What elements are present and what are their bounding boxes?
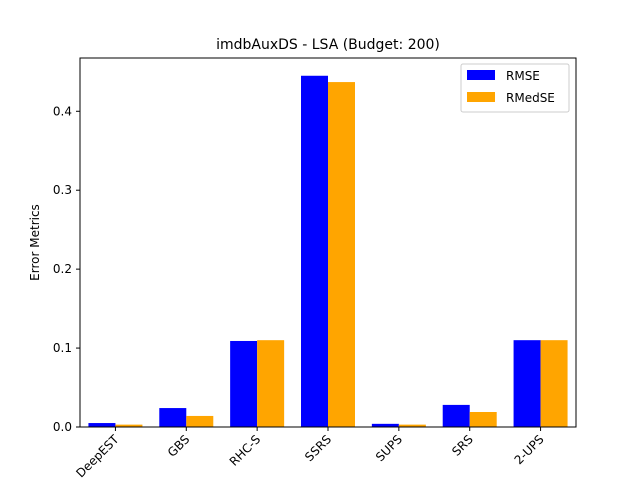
y-tick-label: 0.4	[53, 104, 72, 118]
legend-label-rmedse: RMedSE	[506, 91, 555, 105]
bar-rmse-ssrs	[301, 75, 328, 427]
bar-rmedse-srs	[469, 412, 497, 427]
bar-rmse-deepest	[88, 423, 116, 427]
bar-rmedse-ssrs	[328, 82, 355, 427]
y-tick-label: 0.2	[53, 262, 72, 276]
y-axis-label: Error Metrics	[28, 204, 42, 281]
bar-rmse-rhc-s	[230, 340, 258, 427]
bars-group	[88, 75, 568, 427]
y-ticks-group: 0.0 0.1 0.2 0.3 0.4	[53, 104, 80, 434]
chart-title: imdbAuxDS - LSA (Budget: 200)	[216, 37, 440, 53]
bar-rmedse-gbs	[186, 415, 214, 427]
legend-swatch-rmedse	[467, 92, 495, 102]
plot-frame	[79, 57, 577, 428]
bar-rmse-2-ups	[513, 340, 541, 427]
legend-label-rmse: RMSE	[506, 69, 540, 83]
legend-swatch-rmse	[467, 70, 495, 80]
legend: RMSE RMedSE	[460, 63, 570, 113]
bar-rmse-sups	[371, 423, 399, 427]
bar-rmse-gbs	[159, 408, 187, 427]
y-tick-label: 0.1	[53, 341, 72, 355]
bar-rmse-srs	[442, 404, 470, 427]
y-tick-label: 0.3	[53, 183, 72, 197]
bar-rmedse-rhc-s	[257, 340, 285, 427]
bar-rmedse-2-ups	[540, 340, 568, 427]
bar-rmedse-deepest	[115, 424, 143, 427]
bar-rmedse-sups	[398, 424, 426, 427]
y-tick-label: 0.0	[53, 420, 72, 434]
